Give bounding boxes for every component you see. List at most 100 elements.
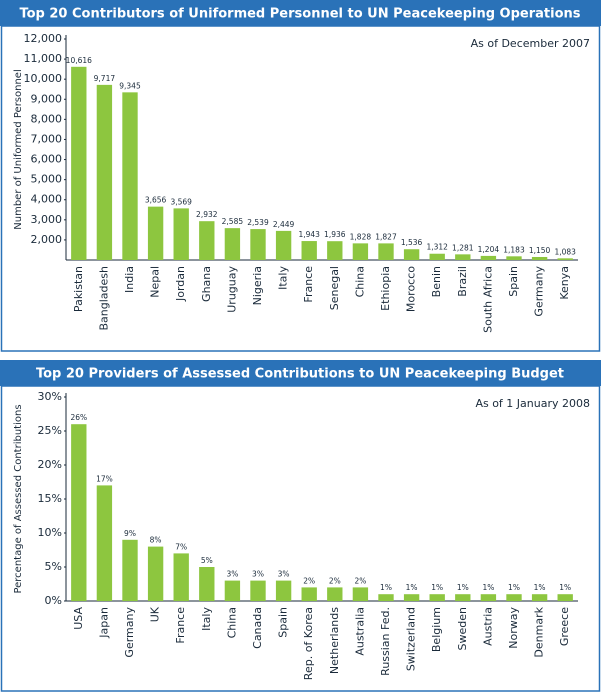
- bar: [480, 255, 497, 260]
- bar: [455, 594, 471, 601]
- bar: [480, 594, 497, 601]
- bar: [301, 241, 317, 260]
- value-label: 1,183: [503, 245, 525, 254]
- y-tick-label: 7,000: [31, 132, 63, 145]
- bar: [250, 580, 266, 601]
- bar: [199, 221, 215, 260]
- y-tick-label: 10,000: [24, 72, 63, 85]
- bar: [352, 587, 369, 601]
- x-tick-label: Bangladesh: [97, 266, 110, 331]
- chart-frame: [0, 385, 601, 692]
- x-tick-label: Spain: [507, 266, 520, 297]
- value-label: 26%: [70, 413, 87, 422]
- y-tick-label: 12,000: [24, 32, 63, 45]
- x-tick-label: Ghana: [200, 266, 213, 302]
- y-tick-label: 20%: [38, 458, 62, 471]
- y-tick-label: 9,000: [31, 92, 63, 105]
- bar: [557, 594, 573, 601]
- bar: [71, 424, 87, 601]
- value-label: 2,449: [273, 220, 295, 229]
- y-axis-label: Number of Uniformed Personnel: [13, 69, 24, 229]
- x-tick-label: USA: [72, 607, 85, 630]
- bar: [557, 258, 573, 260]
- value-label: 1%: [457, 583, 469, 592]
- x-tick-label: Brazil: [456, 266, 469, 297]
- x-tick-label: France: [302, 266, 315, 303]
- bar: [122, 92, 138, 260]
- x-tick-label: Italy: [200, 607, 213, 631]
- x-tick-label: Nigeria: [251, 266, 264, 305]
- bar: [506, 256, 522, 260]
- bar: [224, 228, 241, 260]
- x-tick-label: South Africa: [481, 266, 494, 333]
- bar: [531, 256, 548, 260]
- x-tick-label: Kenya: [558, 266, 571, 300]
- value-label: 9,717: [94, 74, 116, 83]
- x-tick-label: Belgium: [430, 607, 443, 652]
- value-label: 1%: [559, 583, 571, 592]
- x-tick-label: Uruguay: [225, 266, 238, 313]
- value-label: 1,204: [478, 245, 500, 254]
- bar: [403, 249, 420, 260]
- x-tick-label: Russian Fed.: [379, 607, 392, 676]
- bar: [275, 580, 292, 601]
- bar: [199, 567, 215, 601]
- y-axis-label: Percentage of Assessed Contributions: [13, 404, 24, 593]
- x-tick-label: Denmark: [533, 606, 546, 657]
- value-label: 2,539: [247, 218, 269, 227]
- value-label: 1,536: [401, 238, 423, 247]
- bar: [327, 587, 343, 601]
- bar: [275, 230, 292, 260]
- x-tick-label: China: [225, 607, 238, 638]
- x-tick-label: Jordan: [174, 266, 187, 302]
- value-label: 3,569: [170, 197, 192, 206]
- chart-frame: [0, 25, 601, 352]
- value-label: 1,312: [426, 243, 448, 252]
- value-label: 1%: [508, 583, 520, 592]
- value-label: 2,585: [222, 217, 244, 226]
- value-label: 1,943: [298, 230, 320, 239]
- value-label: 1,936: [324, 230, 346, 239]
- x-tick-label: Norway: [507, 607, 520, 649]
- bar: [429, 594, 445, 601]
- y-tick-label: 8,000: [31, 112, 63, 125]
- y-tick-label: 30%: [38, 390, 62, 403]
- value-label: 1,281: [452, 243, 474, 252]
- value-label: 1,150: [529, 246, 551, 255]
- value-label: 1,083: [554, 247, 576, 256]
- x-tick-label: UK: [149, 606, 162, 622]
- chart-title: Top 20 Providers of Assessed Contributio…: [36, 367, 564, 382]
- value-label: 2%: [303, 576, 315, 585]
- title-banner: [0, 360, 601, 386]
- x-tick-label: Nepal: [149, 266, 162, 298]
- y-tick-label: 2,000: [31, 233, 63, 246]
- y-tick-label: 4,000: [31, 193, 63, 206]
- subtitle: As of 1 January 2008: [475, 397, 590, 410]
- value-label: 3%: [278, 570, 290, 579]
- bar: [250, 229, 266, 260]
- x-tick-label: Canada: [251, 607, 264, 649]
- bar: [71, 66, 87, 260]
- bar: [96, 485, 113, 601]
- bar: [378, 243, 394, 260]
- bar: [429, 253, 445, 260]
- value-label: 10,616: [66, 56, 92, 65]
- value-label: 1,827: [375, 232, 397, 241]
- x-tick-label: Germany: [533, 266, 546, 317]
- x-tick-label: Germany: [123, 607, 136, 658]
- value-label: 9,345: [119, 81, 141, 90]
- y-tick-label: 10%: [38, 526, 62, 539]
- bar: [147, 546, 164, 601]
- value-label: 7%: [175, 542, 187, 551]
- bar: [378, 594, 394, 601]
- bar: [173, 553, 189, 601]
- value-label: 2%: [354, 576, 366, 585]
- title-banner: [0, 0, 601, 26]
- x-tick-label: Ethiopia: [379, 266, 392, 311]
- bar: [531, 594, 548, 601]
- bar: [173, 208, 189, 260]
- value-label: 1%: [380, 583, 392, 592]
- value-label: 1%: [534, 583, 546, 592]
- x-tick-label: Netherlands: [328, 607, 341, 674]
